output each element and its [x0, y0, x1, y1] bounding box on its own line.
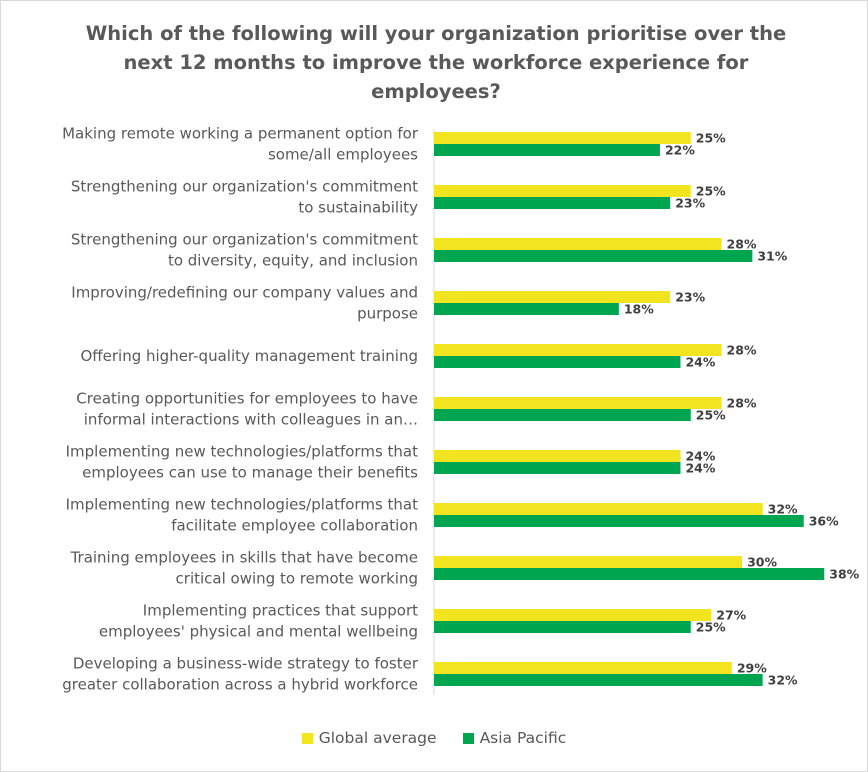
category-label: Implementing new technologies/platforms … [66, 443, 419, 482]
value-label-global: 32% [768, 502, 798, 517]
bar-global-average [434, 132, 691, 144]
legend: Global average Asia Pacific [1, 729, 867, 747]
bar-asia-pacific [434, 515, 804, 527]
legend-label-global: Global average [318, 729, 437, 747]
category-label: Strengthening our organization's commitm… [71, 231, 418, 270]
category-label: Implementing practices that support emplo… [99, 602, 418, 641]
value-label-apac: 36% [809, 514, 839, 529]
legend-item-apac: Asia Pacific [462, 729, 567, 747]
value-label-apac: 32% [768, 673, 798, 688]
bar-asia-pacific [434, 356, 681, 368]
bar-asia-pacific [434, 144, 660, 156]
value-label-global: 29% [737, 661, 767, 676]
value-label-apac: 25% [696, 408, 726, 423]
category-label-line: greater collaboration across a hybrid wo… [62, 676, 418, 694]
bar-global-average [434, 397, 722, 409]
category-label-line: Offering higher-quality management train… [81, 347, 419, 365]
category-label-line: Strengthening our organization's commitm… [71, 178, 418, 196]
value-label-global: 28% [727, 396, 757, 411]
bar-global-average [434, 344, 722, 356]
bar-asia-pacific [434, 409, 691, 421]
legend-swatch-apac [462, 732, 474, 744]
value-label-global: 30% [747, 555, 777, 570]
legend-item-global: Global average [301, 729, 437, 747]
value-label-apac: 38% [829, 567, 859, 582]
legend-swatch-global [301, 732, 313, 744]
category-labels: Making remote working a permanent option… [62, 125, 419, 694]
bar-global-average [434, 291, 671, 303]
category-label-line: Implementing new technologies/platforms … [66, 496, 418, 514]
category-label-line: facilitate employee collaboration [171, 517, 418, 535]
value-label-apac: 18% [624, 302, 654, 317]
value-label-apac: 25% [696, 620, 726, 635]
category-label-line: Making remote working a permanent option… [62, 125, 419, 143]
value-label-apac: 24% [685, 461, 715, 476]
category-label-line: Implementing practices that support [143, 602, 418, 620]
bar-global-average [434, 503, 763, 515]
category-label-line: some/all employees [268, 146, 418, 164]
bar-asia-pacific [434, 197, 671, 209]
category-label: Developing a business-wide strategy to f… [62, 655, 419, 694]
bar-asia-pacific [434, 568, 825, 580]
value-label-global: 25% [696, 131, 726, 146]
category-label-line: Improving/redefining our company values … [71, 284, 418, 302]
category-label-line: Creating opportunities for employees to … [76, 390, 418, 408]
value-label-global: 28% [727, 343, 757, 358]
category-label-line: to diversity, equity, and inclusion [168, 252, 418, 270]
category-label-line: to sustainability [298, 199, 418, 217]
legend-label-apac: Asia Pacific [479, 729, 567, 747]
bar-asia-pacific [434, 621, 691, 633]
category-label-line: Strengthening our organization's commitm… [71, 231, 418, 249]
bar-asia-pacific [434, 250, 753, 262]
category-label-line: Developing a business-wide strategy to f… [73, 655, 419, 673]
category-label: Strengthening our organization's commitm… [71, 178, 418, 217]
category-label-line: Training employees in skills that have b… [70, 549, 418, 567]
value-label-global: 24% [685, 449, 715, 464]
category-label-line: critical owing to remote working [176, 570, 418, 588]
category-label-line: purpose [357, 305, 418, 323]
bar-global-average [434, 609, 712, 621]
category-label-line: employees' physical and mental wellbeing [99, 623, 418, 641]
value-label-apac: 22% [665, 143, 695, 158]
value-label-global: 27% [716, 608, 746, 623]
value-label-apac: 23% [675, 196, 705, 211]
bar-global-average [434, 238, 722, 250]
category-label: Creating opportunities for employees to … [76, 390, 418, 429]
bar-global-average [434, 185, 691, 197]
category-label-line: employees can use to manage their benefi… [82, 464, 418, 482]
chart-title: Which of the following will your organiz… [85, 22, 787, 103]
bars-layer: 25%22%25%23%28%31%23%18%28%24%28%25%24%2… [434, 131, 860, 688]
category-label: Improving/redefining our company values … [71, 284, 418, 323]
category-label: Making remote working a permanent option… [62, 125, 419, 164]
bar-global-average [434, 450, 681, 462]
bar-asia-pacific [434, 303, 619, 315]
value-label-apac: 31% [757, 249, 787, 264]
category-label: Implementing new technologies/platforms … [66, 496, 418, 535]
category-label: Offering higher-quality management train… [81, 347, 419, 365]
bar-global-average [434, 556, 743, 568]
bar-global-average [434, 662, 732, 674]
value-label-apac: 24% [685, 355, 715, 370]
category-label-line: informal interactions with colleagues in… [84, 411, 418, 429]
bar-asia-pacific [434, 674, 763, 686]
value-label-global: 23% [675, 290, 705, 305]
value-label-global: 28% [727, 237, 757, 252]
category-label-line: Implementing new technologies/platforms … [66, 443, 418, 461]
value-label-global: 25% [696, 184, 726, 199]
category-label: Training employees in skills that have b… [70, 549, 418, 588]
bar-asia-pacific [434, 462, 681, 474]
